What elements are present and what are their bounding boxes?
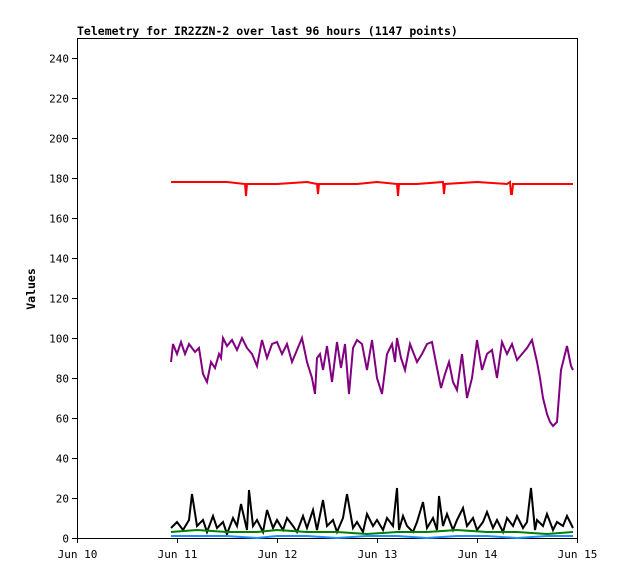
y-tick-label: 80 (56, 373, 69, 386)
x-tick-label: Jun 13 (358, 548, 398, 561)
y-tick-label: 160 (49, 213, 69, 226)
y-tick-label: 180 (49, 173, 69, 186)
y-tick-label: 100 (49, 333, 69, 346)
series-layer (170, 180, 574, 540)
x-tick-label: Jun 12 (258, 548, 298, 561)
series-line-2 (170, 334, 574, 428)
y-axis: 0 20 40 60 80 100 120 140 160 180 200 220 240 (49, 53, 77, 546)
series-line-1 (171, 180, 573, 197)
y-tick-label: 20 (56, 493, 69, 506)
y-tick-label: 0 (62, 533, 69, 546)
plot-area (77, 38, 578, 539)
y-tick-label: 60 (56, 413, 69, 426)
y-axis-label: Values (24, 268, 38, 310)
y-tick-label: 120 (49, 293, 69, 306)
x-tick-label: Jun 14 (458, 548, 498, 561)
series-line-5 (171, 535, 573, 540)
x-axis: Jun 10 Jun 11 Jun 12 Jun 13 Jun 14 Jun 15 (58, 538, 598, 561)
y-tick-label: 240 (49, 53, 69, 66)
y-tick-label: 140 (49, 253, 69, 266)
x-tick-label: Jun 11 (158, 548, 198, 561)
y-tick-label: 200 (49, 133, 69, 146)
x-tick-label: Jun 15 (558, 548, 598, 561)
y-tick-label: 40 (56, 453, 69, 466)
chart-title: Telemetry for IR2ZZN-2 over last 96 hour… (77, 24, 458, 38)
x-tick-label: Jun 10 (58, 548, 98, 561)
y-tick-label: 220 (49, 93, 69, 106)
series-line-4 (170, 528, 574, 536)
series-line-3 (170, 487, 574, 537)
